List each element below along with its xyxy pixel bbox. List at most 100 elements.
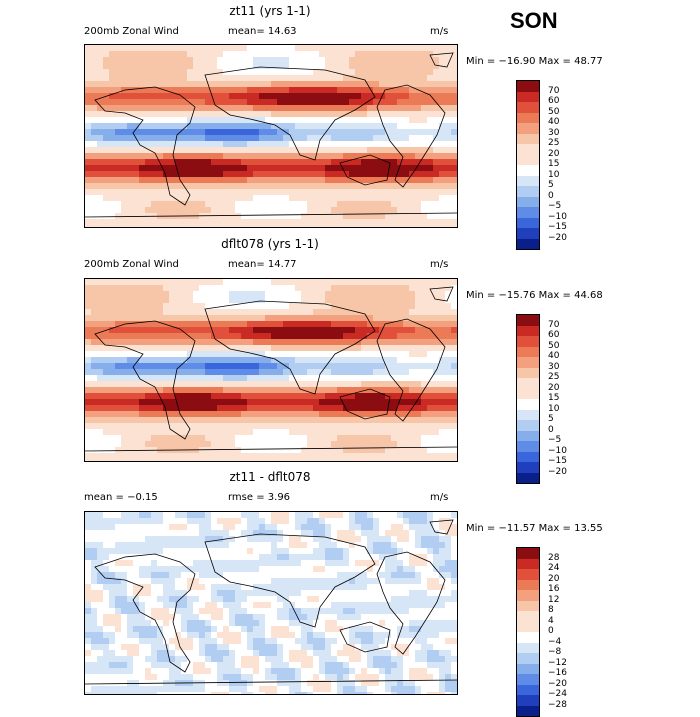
- field-cell: [283, 159, 290, 166]
- field-cell: [91, 345, 98, 352]
- field-cell: [271, 327, 278, 334]
- field-cell: [211, 87, 218, 94]
- field-cell: [139, 129, 146, 136]
- field-cell: [163, 285, 170, 292]
- field-cell: [331, 572, 338, 579]
- field-cell: [193, 45, 200, 52]
- field-cell: [265, 566, 272, 573]
- field-cell: [181, 459, 188, 461]
- field-cell: [211, 554, 218, 561]
- field-cell: [427, 129, 434, 136]
- field-cell: [361, 135, 368, 142]
- field-cell: [139, 285, 146, 292]
- field-cell: [337, 75, 344, 82]
- field-cell: [109, 225, 116, 227]
- field-cell: [421, 219, 428, 226]
- field-cell: [151, 285, 158, 292]
- field-cell: [373, 405, 380, 412]
- field-cell: [103, 405, 110, 412]
- field-cell: [163, 351, 170, 358]
- field-cell: [319, 339, 326, 346]
- field-cell: [343, 351, 350, 358]
- field-cell: [283, 111, 290, 118]
- field-cell: [223, 399, 230, 406]
- field-cell: [91, 536, 98, 543]
- field-cell: [313, 51, 320, 58]
- field-cell: [229, 93, 236, 100]
- field-cell: [397, 423, 404, 430]
- field-cell: [367, 219, 374, 226]
- field-cell: [331, 291, 338, 298]
- field-cell: [265, 147, 272, 154]
- field-cell: [295, 393, 302, 400]
- field-cell: [127, 81, 134, 88]
- field-cell: [289, 548, 296, 555]
- field-cell: [451, 111, 457, 118]
- field-cell: [409, 572, 416, 579]
- field-cell: [289, 572, 296, 579]
- field-cell: [235, 315, 242, 322]
- field-cell: [271, 435, 278, 442]
- field-cell: [145, 333, 152, 340]
- field-cell: [127, 411, 134, 418]
- field-cell: [439, 411, 446, 418]
- field-cell: [373, 441, 380, 448]
- field-cell: [331, 129, 338, 136]
- field-cell: [193, 405, 200, 412]
- field-cell: [319, 393, 326, 400]
- field-cell: [229, 117, 236, 124]
- field-cell: [217, 165, 224, 172]
- field-cell: [121, 411, 128, 418]
- field-cell: [205, 147, 212, 154]
- field-cell: [193, 375, 200, 382]
- field-cell: [337, 518, 344, 525]
- field-cell: [373, 453, 380, 460]
- field-cell: [343, 195, 350, 202]
- field-cell: [259, 189, 266, 196]
- field-cell: [127, 69, 134, 76]
- field-cell: [301, 285, 308, 292]
- field-cell: [403, 566, 410, 573]
- field-cell: [241, 183, 248, 190]
- field-cell: [205, 201, 212, 208]
- field-cell: [253, 590, 260, 597]
- field-cell: [241, 560, 248, 567]
- field-cell: [115, 357, 122, 364]
- field-cell: [379, 51, 386, 58]
- field-cell: [451, 590, 457, 597]
- field-cell: [409, 351, 416, 358]
- field-cell: [445, 117, 452, 124]
- colorbar-swatch: [517, 389, 539, 400]
- field-cell: [403, 141, 410, 148]
- field-cell: [241, 423, 248, 430]
- field-cell: [433, 447, 440, 454]
- field-cell: [265, 596, 272, 603]
- field-cell: [379, 548, 386, 555]
- field-cell: [103, 542, 110, 549]
- field-cell: [259, 57, 266, 64]
- field-cell: [253, 183, 260, 190]
- field-cell: [259, 542, 266, 549]
- field-cell: [193, 165, 200, 172]
- field-cell: [253, 572, 260, 579]
- field-cell: [367, 75, 374, 82]
- colorbar-swatch: [517, 473, 539, 484]
- field-cell: [427, 566, 434, 573]
- field-cell: [415, 375, 422, 382]
- field-cell: [85, 87, 92, 94]
- field-cell: [259, 411, 266, 418]
- field-cell: [169, 363, 176, 370]
- field-cell: [307, 57, 314, 64]
- field-cell: [415, 411, 422, 418]
- field-cell: [229, 453, 236, 460]
- colorbar-tick-label: 5: [548, 180, 554, 190]
- field-cell: [193, 75, 200, 82]
- field-cell: [271, 351, 278, 358]
- field-cell: [223, 357, 230, 364]
- field-cell: [145, 363, 152, 370]
- field-cell: [241, 57, 248, 64]
- field-cell: [187, 219, 194, 226]
- field-cell: [337, 524, 344, 531]
- field-cell: [229, 147, 236, 154]
- field-cell: [235, 453, 242, 460]
